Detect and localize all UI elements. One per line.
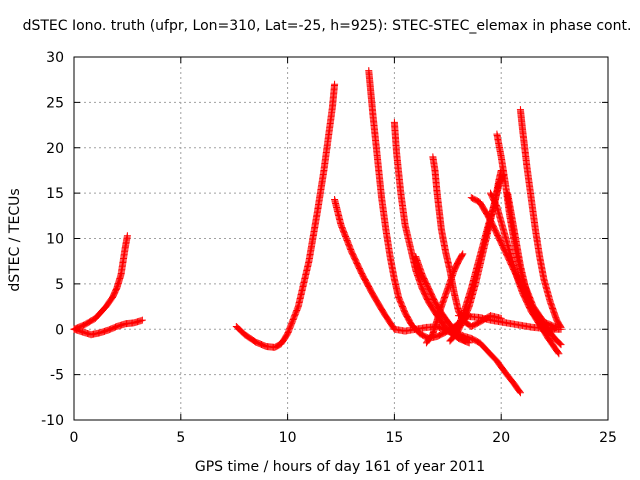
data-point-marker [123, 232, 131, 240]
data-point-marker [516, 388, 524, 396]
series-13 [516, 106, 565, 331]
series-17 [454, 312, 565, 333]
data-point-marker [555, 339, 563, 347]
x-tick-label: 10 [279, 430, 297, 446]
x-tick-label: 0 [70, 430, 79, 446]
y-tick-label: 0 [55, 322, 64, 338]
data-point-marker [464, 338, 472, 346]
x-tick-label: 25 [599, 430, 617, 446]
data-point-marker [138, 316, 146, 324]
ticks: 0 5 10 15 20 25 -10 -5 0 5 10 15 20 25 30 [41, 50, 617, 446]
y-tick-label: 20 [46, 141, 64, 157]
series-11 [450, 171, 507, 338]
data-point-marker [556, 340, 564, 348]
series-1 [70, 232, 131, 333]
data-point-marker [554, 349, 562, 357]
y-tick-label: 10 [46, 232, 64, 248]
x-tick-label: 20 [492, 430, 510, 446]
chart-title: dSTEC Iono. truth (ufpr, Lon=310, Lat=-2… [23, 18, 632, 34]
data-point-marker [516, 389, 524, 397]
data-point-marker [557, 341, 565, 349]
y-tick-label: 25 [46, 95, 64, 111]
data-point-marker [458, 251, 466, 259]
series-9 [422, 250, 467, 347]
data-point-marker [331, 80, 339, 88]
y-tick-label: 15 [46, 186, 64, 202]
y-tick-label: 30 [46, 50, 64, 66]
series-2 [70, 316, 146, 339]
x-axis-label: GPS time / hours of day 161 of year 2011 [195, 459, 485, 475]
y-tick-label: 5 [55, 277, 64, 293]
data-point-marker [557, 325, 565, 333]
data-points [70, 67, 565, 397]
x-tick-label: 5 [176, 430, 185, 446]
y-axis-label: dSTEC / TECUs [7, 188, 23, 291]
data-point-marker [555, 350, 563, 358]
y-tick-label: -10 [41, 413, 64, 429]
y-tick-label: -5 [50, 368, 64, 384]
series-3 [232, 80, 339, 351]
x-tick-label: 15 [385, 430, 403, 446]
data-point-marker [459, 250, 467, 258]
